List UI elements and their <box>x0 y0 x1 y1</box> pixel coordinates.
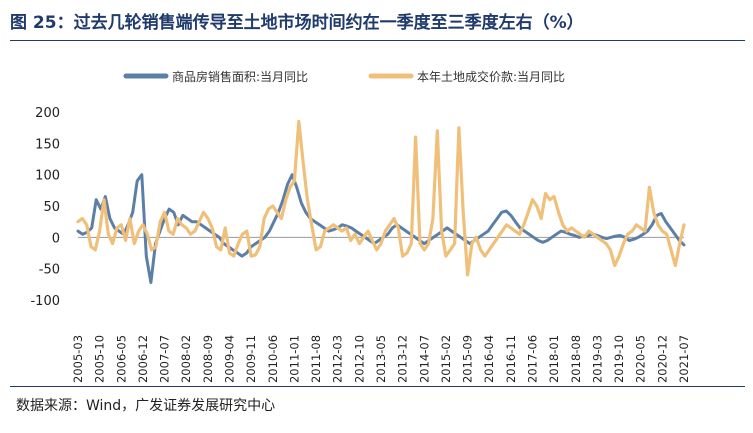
series-lines <box>76 119 686 284</box>
x-tick-label: 2012-03 <box>331 335 345 383</box>
x-tick-label: 2019-10 <box>612 335 626 383</box>
legend-label: 本年土地成交价款:当月同比 <box>417 69 565 84</box>
x-axis: 2005-03 2005-10 2006-05 2006-12 2007-07 2008-… <box>71 335 691 383</box>
x-tick-label: 2020-12 <box>655 335 669 383</box>
x-tick-label: 2009-11 <box>244 335 258 383</box>
y-tick-label: 0 <box>52 231 60 246</box>
x-tick-label: 2016-11 <box>504 335 518 383</box>
chart-legend: 商品房销售面积:当月同比 本年土地成交价款:当月同比 <box>123 69 565 84</box>
line-chart: 商品房销售面积:当月同比 本年土地成交价款:当月同比 -100 -50 0 50 100 1… <box>30 69 691 383</box>
x-tick-label: 2008-09 <box>201 335 215 383</box>
x-tick-label: 2005-10 <box>93 335 107 383</box>
x-tick-label: 2019-03 <box>590 335 604 383</box>
x-tick-label: 2005-03 <box>71 335 85 383</box>
x-tick-label: 2016-04 <box>482 335 496 383</box>
x-tick-label: 2008-02 <box>179 335 193 383</box>
x-tick-label: 2015-09 <box>461 335 475 383</box>
x-tick-label: 2020-05 <box>634 335 648 383</box>
x-tick-label: 2013-12 <box>396 335 410 383</box>
y-axis: -100 -50 0 50 100 150 200 <box>30 106 60 309</box>
y-tick-label: 50 <box>43 200 60 215</box>
x-tick-label: 2014-07 <box>417 335 431 383</box>
title-divider <box>10 40 745 41</box>
x-tick-label: 2021-07 <box>677 335 691 383</box>
x-tick-label: 2006-05 <box>114 335 128 383</box>
x-tick-label: 2013-05 <box>374 335 388 383</box>
x-tick-label: 2007-07 <box>158 335 172 383</box>
y-tick-label: -100 <box>30 294 60 309</box>
source-divider <box>10 386 745 387</box>
source-note: 数据来源：Wind，广发证券发展研究中心 <box>16 398 276 414</box>
series-line-2 <box>76 119 686 277</box>
x-tick-label: 2011-01 <box>287 335 301 383</box>
x-tick-label: 2011-08 <box>309 335 323 383</box>
y-tick-label: 200 <box>35 106 60 121</box>
y-tick-label: -50 <box>39 263 60 278</box>
x-tick-label: 2012-10 <box>352 335 366 383</box>
y-tick-label: 150 <box>35 137 60 152</box>
x-tick-label: 2006-12 <box>136 335 150 383</box>
x-tick-label: 2015-02 <box>439 335 453 383</box>
x-tick-label: 2018-08 <box>569 335 583 383</box>
y-tick-label: 100 <box>35 169 60 184</box>
x-tick-label: 2009-04 <box>223 335 237 383</box>
x-tick-label: 2010-06 <box>266 335 280 383</box>
x-tick-label: 2017-06 <box>526 335 540 383</box>
x-tick-label: 2018-01 <box>547 335 561 383</box>
page-title: 图 25：过去几轮销售端传导至土地市场时间约在一季度至三季度左右（%） <box>10 13 584 33</box>
legend-label: 商品房销售面积:当月同比 <box>172 69 308 84</box>
